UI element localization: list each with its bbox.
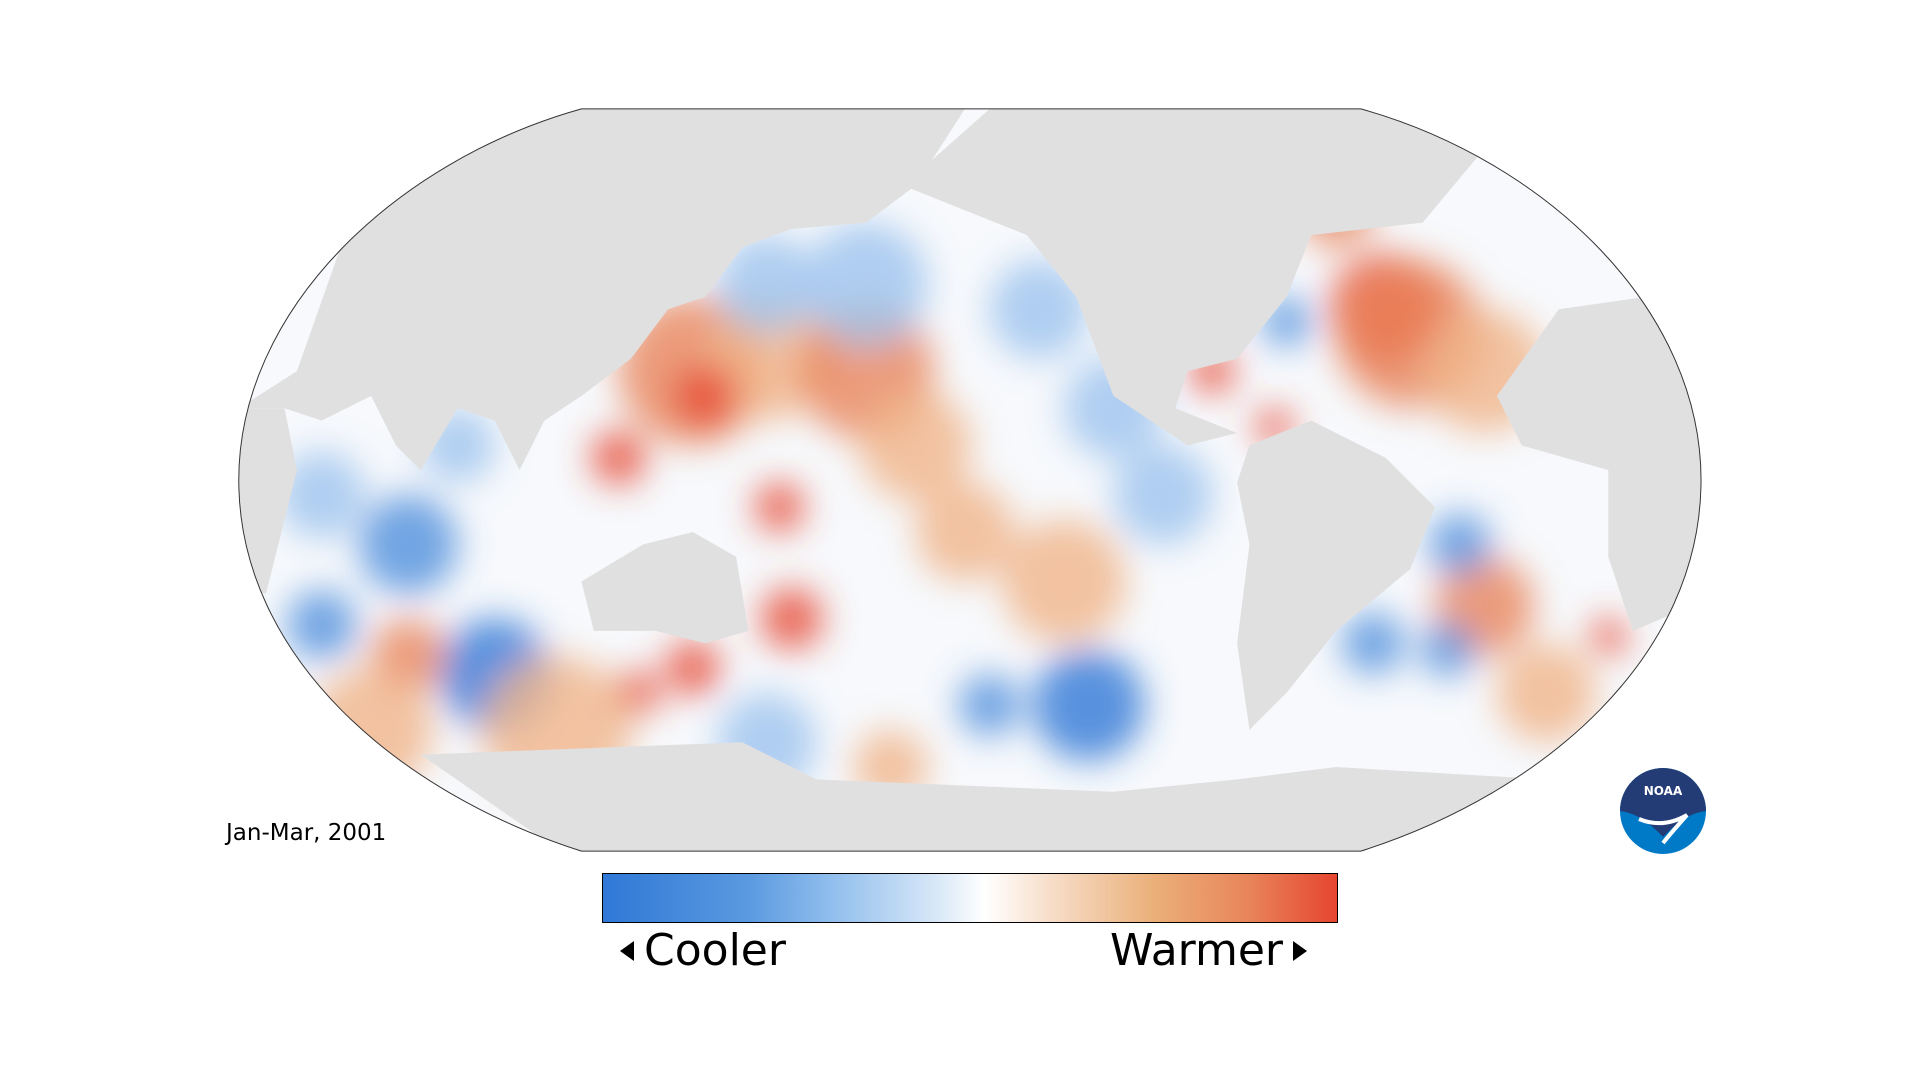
anomaly-blob — [1420, 622, 1475, 677]
map-outline — [238, 108, 1702, 852]
anomaly-blob — [705, 296, 829, 421]
triangle-left-icon — [620, 940, 634, 961]
noaa-logo: NOAA — [1620, 768, 1706, 854]
anomaly-blob — [1032, 649, 1145, 761]
warmer-label: Warmer — [1110, 925, 1283, 976]
anomaly-blob — [1589, 618, 1627, 656]
north-america — [903, 108, 1485, 446]
anomaly-blob — [760, 587, 823, 650]
anomaly-blob — [358, 494, 458, 594]
anomaly-blob — [989, 259, 1089, 359]
anomaly-blob — [717, 235, 817, 335]
anomaly-blob — [674, 364, 737, 427]
period-label: Jan-Mar, 2001 — [226, 820, 387, 846]
anomaly-blob — [287, 590, 357, 660]
south-america — [1237, 420, 1436, 730]
anomaly-blob — [859, 389, 972, 502]
warmer-legend: Warmer — [1110, 925, 1307, 976]
anomaly-blob — [591, 430, 646, 485]
anomaly-blob — [915, 482, 1015, 582]
anomaly-blob — [958, 674, 1021, 737]
anomaly-blob — [1496, 643, 1596, 743]
anomaly-blob — [665, 640, 720, 696]
anomaly-blob — [309, 668, 433, 792]
triangle-right-icon — [1293, 940, 1307, 961]
cooler-label: Cooler — [644, 925, 786, 976]
antarctica — [420, 742, 1547, 852]
land-masses — [238, 108, 1702, 852]
color-scale-bar — [602, 873, 1338, 923]
australia — [581, 531, 749, 644]
anomaly-blob — [1002, 519, 1126, 644]
anomaly-blob — [1113, 445, 1213, 545]
anomaly-blob — [804, 222, 928, 347]
anomaly-blob — [278, 451, 365, 539]
anomaly-blob — [1428, 513, 1491, 576]
svg-text:NOAA: NOAA — [1644, 784, 1683, 798]
eurasia — [238, 108, 965, 471]
cooler-legend: Cooler — [620, 925, 786, 976]
africa-east — [1496, 296, 1702, 631]
anomaly-blob — [1342, 612, 1405, 675]
anomaly-blob — [754, 482, 805, 532]
anomaly-field — [278, 173, 1627, 805]
